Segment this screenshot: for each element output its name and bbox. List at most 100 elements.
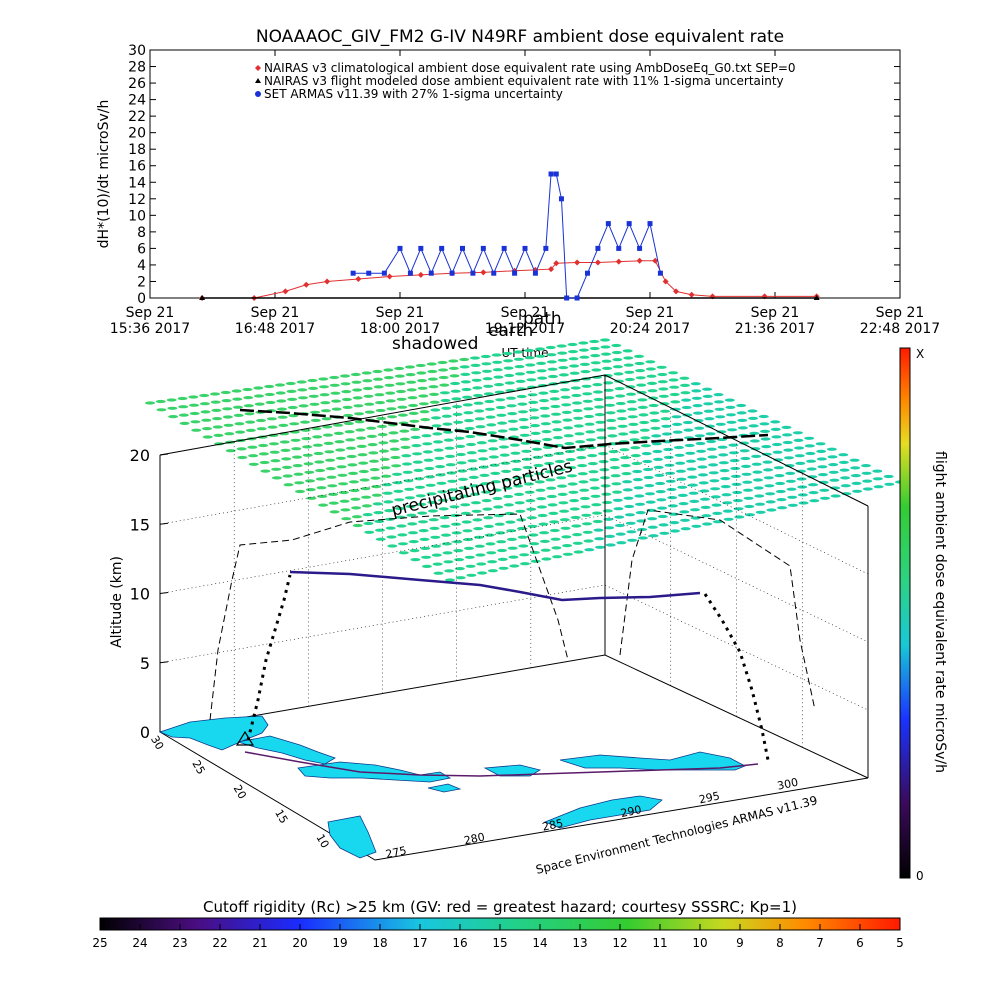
particle-mark [470,356,480,360]
particle-mark [356,444,367,448]
particle-mark [418,394,429,398]
particle-mark [518,418,529,422]
particle-mark [511,467,522,472]
particle-mark [431,416,441,420]
particle-mark [568,490,579,494]
particle-mark [691,396,702,400]
particle-mark [517,402,528,406]
particle-mark [647,525,658,529]
particle-mark [589,478,600,482]
series-3-point [548,171,554,177]
particle-mark [576,456,587,460]
bottom-colorbar-tick-label: 25 [92,936,107,950]
series-1-point [386,273,393,280]
series-3-point [512,270,518,276]
particle-mark [600,338,610,342]
bottom-colorbar-tick-label: 17 [412,936,427,950]
particle-mark [256,418,266,423]
particle-mark [179,421,190,425]
particle-mark [560,388,570,392]
particle-mark [381,474,392,478]
annotation-path: path [523,309,562,329]
globe-3d-plot: 0 5 10 15 20 Altitude (km) 30 25 20 15 10 275 280… [109,309,905,877]
particle-mark [816,449,827,453]
particle-mark [477,571,488,575]
particle-mark [351,506,362,510]
particle-mark [476,562,487,566]
particle-mark [364,410,375,414]
particle-mark [765,492,776,496]
bottom-colorbar-tick-label: 6 [856,936,864,950]
series-1-point [636,257,643,264]
particle-mark [415,494,426,498]
particle-mark [397,413,408,417]
particle-mark [168,415,179,419]
particle-mark [435,465,446,469]
series-3-point [350,270,356,276]
particle-mark [331,407,342,411]
y-tick-label: 0 [137,291,146,307]
particle-mark [656,365,667,369]
particle-mark [530,559,541,563]
particle-mark [371,485,382,489]
particle-mark [432,562,443,566]
particle-mark [386,407,397,411]
particle-mark [399,437,410,441]
particle-mark [489,463,500,467]
particle-mark [461,520,472,524]
particle-mark [466,573,477,577]
particle-mark [605,411,616,415]
series-3-point [616,245,622,251]
particle-mark [546,353,557,357]
particle-mark [511,459,522,463]
particle-mark [680,527,691,531]
particle-mark [641,452,652,456]
series-3-point [501,245,507,251]
particle-mark [560,526,571,530]
particle-mark [442,422,453,426]
particle-mark [766,508,777,512]
particle-mark [657,380,668,384]
particle-mark [266,417,277,421]
particle-mark [259,460,270,465]
particle-mark [441,533,451,537]
x-tick-label-date: Sep 21 [751,305,800,321]
particle-mark [561,535,572,539]
particle-mark [673,445,684,450]
particle-mark [303,462,314,466]
particle-mark [624,504,635,509]
particle-mark [267,425,278,429]
particle-mark [681,398,692,402]
particle-mark [486,423,497,427]
particle-mark [441,542,452,546]
particle-mark [452,540,463,544]
series-1-point [480,269,487,276]
particle-mark [760,429,770,433]
particle-mark [306,496,317,500]
particle-mark [508,427,519,431]
bottom-colorbar-tick-label: 21 [252,936,267,950]
particle-mark [617,424,628,428]
particle-mark [556,476,567,480]
particle-mark [574,432,585,436]
latitude-tick-label: 30 [148,733,166,752]
particle-mark [488,455,499,459]
particle-mark [638,413,649,417]
particle-mark [528,533,539,537]
particle-mark [721,493,732,497]
grid-altitude-line [159,374,869,507]
particle-mark [326,475,337,479]
bottom-colorbar-title: Cutoff rigidity (Rc) >25 km (GV: red = g… [203,898,797,916]
particle-mark [419,410,430,414]
particle-mark [611,343,622,348]
particle-mark [482,507,493,511]
particle-mark [440,524,451,528]
particle-mark [693,419,704,423]
particle-mark [549,528,560,533]
particle-mark [394,506,405,511]
particle-mark [603,381,614,385]
particle-mark [379,449,389,453]
particle-mark [452,405,462,409]
particle-mark [679,510,690,514]
particle-mark [601,492,612,496]
